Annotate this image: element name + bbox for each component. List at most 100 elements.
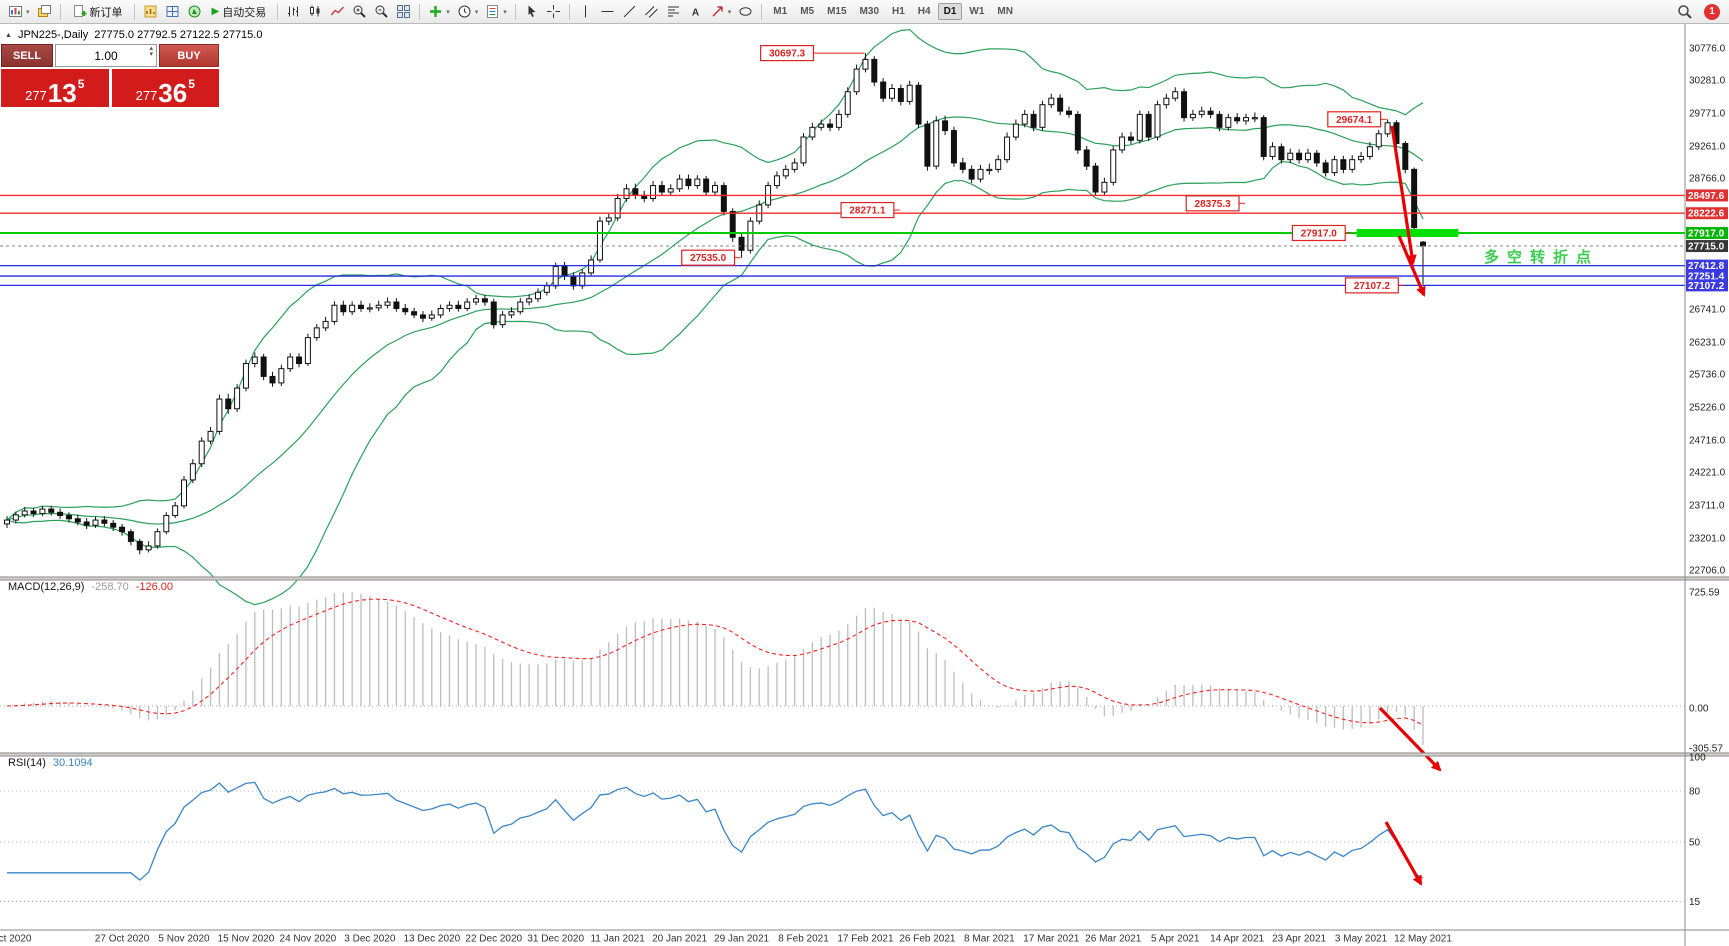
profiles-button[interactable] xyxy=(34,2,55,22)
cursor-button[interactable] xyxy=(521,2,542,22)
candle xyxy=(1322,162,1329,174)
candle xyxy=(658,185,665,193)
price-callout[interactable] xyxy=(681,249,736,266)
buy-price-big: 36 xyxy=(158,78,188,109)
tile-windows-icon xyxy=(397,5,411,18)
trend-arrow[interactable] xyxy=(1378,706,1442,772)
candle xyxy=(154,531,161,547)
vertical-line-icon xyxy=(584,5,586,18)
arrows-tool-button[interactable]: ▾ xyxy=(707,2,735,22)
new-chart-button[interactable]: ▾ xyxy=(5,2,33,22)
timeframe-mn-button[interactable]: MN xyxy=(997,6,1013,17)
price-callout[interactable] xyxy=(1291,224,1346,242)
chart-title: ▲ JPN225-,Daily 27775.0 27792.5 27122.5 … xyxy=(5,29,262,41)
candle xyxy=(959,162,966,170)
volume-down-icon[interactable]: ▾ xyxy=(149,51,153,58)
candle xyxy=(304,337,311,364)
candle xyxy=(1287,152,1294,161)
candle xyxy=(57,511,64,517)
zoom-in-icon xyxy=(353,5,366,18)
candle xyxy=(437,307,444,316)
line-chart-button[interactable] xyxy=(327,2,348,22)
price-callout[interactable] xyxy=(1185,195,1240,212)
candle xyxy=(1012,123,1019,138)
shapes-button[interactable] xyxy=(735,2,756,22)
price-callout-text: 28271.1 xyxy=(849,206,886,217)
horizontal-line-button[interactable] xyxy=(597,2,618,22)
y-axis-label: 25736.0 xyxy=(1689,370,1726,381)
sell-button[interactable]: SELL xyxy=(1,44,53,67)
candle xyxy=(1251,117,1258,120)
timeframe-h1-button[interactable]: H1 xyxy=(892,6,905,17)
sell-price-base: 277 xyxy=(25,88,47,104)
x-axis-label: 12 May 2021 xyxy=(1394,934,1452,945)
timeframe-m30-button[interactable]: M30 xyxy=(859,6,879,17)
zoom-out-button[interactable] xyxy=(371,2,392,22)
trendline-button[interactable] xyxy=(619,2,640,22)
candle xyxy=(1101,181,1108,193)
zoom-in-button[interactable] xyxy=(349,2,370,22)
candle xyxy=(1189,113,1196,119)
candle xyxy=(535,291,541,300)
price-callout[interactable] xyxy=(760,44,815,62)
horizontal-line-icon xyxy=(601,11,614,12)
candle xyxy=(561,265,568,277)
search-button[interactable] xyxy=(1674,2,1696,22)
bar-chart-button[interactable] xyxy=(283,2,304,22)
volume-up-icon[interactable]: ▴ xyxy=(149,45,153,52)
timeframe-h4-button[interactable]: H4 xyxy=(917,6,931,17)
candle xyxy=(1136,113,1143,141)
data-window-icon xyxy=(166,6,179,17)
price-callout[interactable] xyxy=(1327,111,1382,128)
candle xyxy=(242,362,249,389)
market-watch-button[interactable] xyxy=(140,2,161,22)
price-callout[interactable] xyxy=(1344,277,1399,294)
sell-price-button[interactable]: 277 13 5 xyxy=(1,69,109,107)
trend-arrow[interactable] xyxy=(1397,235,1426,297)
new-order-button[interactable]: 新订单 xyxy=(66,2,129,22)
indicators-button[interactable]: ▾ xyxy=(425,2,453,22)
timeframe-m5-button[interactable]: M5 xyxy=(800,6,815,17)
price-callout[interactable] xyxy=(840,201,895,219)
oneclick-toggle-icon[interactable]: ▲ xyxy=(5,31,12,39)
timeframe-m15-button[interactable]: M15 xyxy=(827,6,847,17)
volume-input[interactable]: 1.00 ▴ ▾ xyxy=(55,44,157,67)
timeframe-w1-button[interactable]: W1 xyxy=(969,6,985,17)
timeframe-d1-button[interactable]: D1 xyxy=(937,3,963,20)
fibonacci-button[interactable] xyxy=(663,2,684,22)
candle xyxy=(172,505,179,517)
trend-arrow[interactable] xyxy=(1384,821,1423,886)
candle xyxy=(1304,152,1311,161)
buy-button[interactable]: BUY xyxy=(159,44,219,67)
text-tool-button[interactable]: A xyxy=(685,2,706,22)
axis-price-chip xyxy=(1686,259,1728,272)
candle xyxy=(30,510,37,515)
candle xyxy=(1375,133,1382,148)
notification-badge[interactable]: 1 xyxy=(1704,3,1720,20)
candle xyxy=(623,188,630,199)
candle xyxy=(21,510,28,516)
periods-button[interactable]: ▾ xyxy=(454,2,482,22)
y-axis-label: 23201.0 xyxy=(1689,534,1726,545)
crosshair-button[interactable] xyxy=(543,2,564,22)
trend-arrow[interactable] xyxy=(1390,125,1417,265)
candle xyxy=(1358,155,1365,161)
vertical-line-button[interactable] xyxy=(575,2,596,22)
candle xyxy=(526,298,533,303)
timeframe-m1-button[interactable]: M1 xyxy=(773,6,788,17)
new-chart-icon xyxy=(9,6,22,17)
candle xyxy=(738,236,745,251)
y-axis-label: 26231.0 xyxy=(1689,338,1726,349)
tile-windows-button[interactable] xyxy=(393,2,414,22)
rsi-axis-label: 100 xyxy=(1689,753,1706,764)
data-window-button[interactable] xyxy=(162,2,183,22)
navigator-button[interactable] xyxy=(184,2,205,22)
x-axis-label: 17 Feb 2021 xyxy=(837,934,894,945)
autotrading-button[interactable]: ▶ 自动交易 xyxy=(206,2,273,22)
candle xyxy=(366,307,373,310)
buy-price-button[interactable]: 277 36 5 xyxy=(111,69,219,109)
channel-button[interactable] xyxy=(641,2,662,22)
candlestick-chart-button[interactable] xyxy=(305,2,326,22)
templates-button[interactable]: ▾ xyxy=(482,2,510,22)
